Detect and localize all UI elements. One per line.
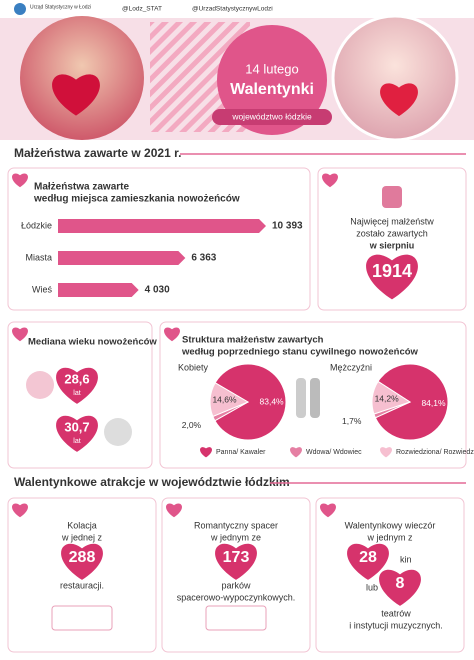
legend-label: Rozwiedziona/ Rozwiedziony xyxy=(396,449,474,456)
illustration xyxy=(51,605,113,631)
group-label: Kobiety xyxy=(178,362,209,372)
card-title: Mediana wieku nowożeńców xyxy=(28,337,157,348)
region-pill xyxy=(212,109,332,125)
title-circle xyxy=(217,25,327,135)
slice-label: 1,7% xyxy=(342,416,362,426)
slice-label: 14,2% xyxy=(375,393,400,403)
text-line: kin xyxy=(400,554,412,564)
decoration: Panna/ Kawaler Wdowa/ Wdowiec Rozwiedziona… xyxy=(200,447,474,458)
couple-icon xyxy=(382,186,402,208)
card xyxy=(7,167,311,311)
median-value: 30,7 xyxy=(64,419,89,434)
slice-label: 2,0% xyxy=(182,420,202,430)
section-title: Walentynkowe atrakcje w województwie łód… xyxy=(14,475,290,489)
text-line: Kolacja xyxy=(67,520,97,530)
pie-slice xyxy=(374,363,449,441)
big-number: 28 xyxy=(359,549,377,566)
title: Walentynki xyxy=(230,81,314,98)
text-line: zostało zawartych xyxy=(356,228,428,238)
pie-slice xyxy=(209,382,250,418)
text-line: restauracji. xyxy=(60,580,104,590)
big-number: 173 xyxy=(223,549,250,566)
section-title: Małżeństwa zawarte w 2021 r. xyxy=(14,146,181,160)
pie-slice xyxy=(214,363,287,441)
widow-icon xyxy=(296,378,306,418)
legend-label: Wdowa/ Wdowiec xyxy=(306,449,362,456)
text-line: w jednym ze xyxy=(210,532,261,542)
median-unit: lat xyxy=(73,390,80,397)
text-line: w jednym z xyxy=(366,532,413,542)
text-line: i instytucji muzycznych. xyxy=(349,620,443,630)
slice-label: 84,1% xyxy=(421,398,446,408)
decoration: 83,4% 2,0% 14,6% 84,1% 1,7% 14,2% xyxy=(182,363,449,441)
value-label: 10 393 xyxy=(272,221,303,232)
text-line: Walentynkowy wieczór xyxy=(345,520,436,530)
text-line: spacerowo-wypoczynkowych. xyxy=(177,592,296,602)
card-title: Struktura małżeństw zawartych xyxy=(182,335,324,346)
text-line: Romantyczny spacer xyxy=(194,520,278,530)
text-line: lub xyxy=(366,582,378,592)
slice-label: 14,6% xyxy=(212,395,237,405)
region: województwo łódzkie xyxy=(231,111,312,121)
photo-right xyxy=(331,14,459,142)
twitter: @Lodz_STAT xyxy=(122,6,162,13)
card-title: według miejsca zamieszkania nowożeńców xyxy=(33,194,240,205)
org: Urząd Statystyczny w Łodzi xyxy=(30,4,91,10)
median-unit: lat xyxy=(73,438,80,445)
card xyxy=(317,167,467,311)
bar xyxy=(58,283,139,297)
text-line: parków xyxy=(221,580,251,590)
value-label: 4 030 xyxy=(145,285,170,296)
category-label: Wieś xyxy=(32,284,52,294)
illustration xyxy=(205,605,267,631)
category-label: Łódzkie xyxy=(21,220,52,230)
bar xyxy=(58,251,186,265)
group-label: Mężczyźni xyxy=(330,362,372,372)
text-line: Najwięcej małżeństw xyxy=(350,216,434,226)
widower-icon xyxy=(310,378,320,418)
slice-label: 83,4% xyxy=(260,396,285,406)
logo xyxy=(14,3,26,15)
legend-label: Panna/ Kawaler xyxy=(216,449,266,456)
card-title: Małżeństwa zawarte xyxy=(34,182,129,193)
value-label: 6 363 xyxy=(191,253,216,264)
topbar xyxy=(0,0,474,18)
big-number: 1914 xyxy=(372,261,412,281)
bar xyxy=(58,219,266,233)
text-line: w sierpniu xyxy=(369,240,415,250)
card-title: według poprzedniego stanu cywilnego nowo… xyxy=(181,347,419,358)
text-line: w jednej z xyxy=(61,532,103,542)
date: 14 lutego xyxy=(245,61,299,76)
big-number: 8 xyxy=(396,575,405,592)
text-line: teatrów xyxy=(381,608,411,618)
facebook: @UrzadStatystycznywLodzi xyxy=(192,6,273,13)
median-value: 28,6 xyxy=(64,371,89,386)
groom-icon xyxy=(104,418,132,446)
big-number: 288 xyxy=(69,549,96,566)
category-label: Miasta xyxy=(25,252,52,262)
decoration: Łódzkie 10 393 Miasta 6 363 Wieś 4 030 xyxy=(21,219,303,297)
pie-slice xyxy=(371,380,412,415)
bride-icon xyxy=(26,371,54,399)
